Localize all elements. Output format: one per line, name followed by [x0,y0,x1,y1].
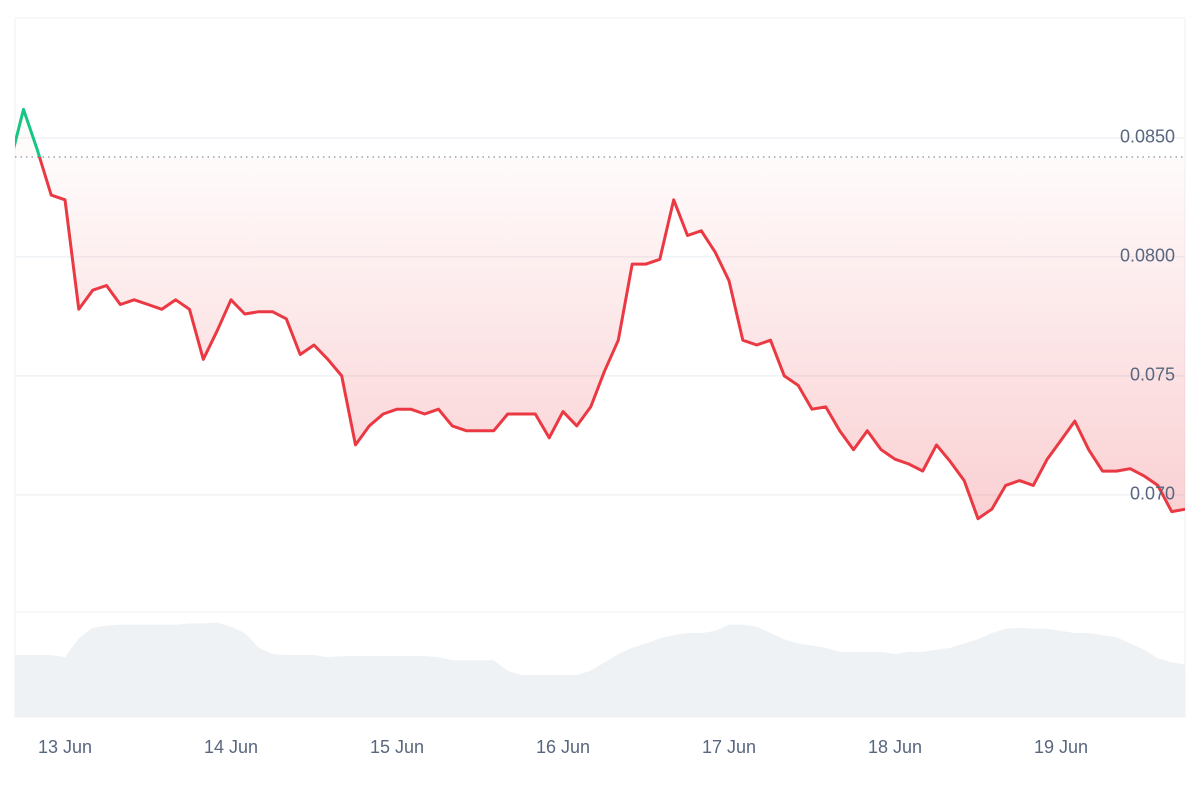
y-tick-label: 0.0850 [1120,127,1175,147]
y-tick-label: 0.070 [1130,484,1175,504]
x-tick-label: 16 Jun [536,737,590,757]
volume-area [15,622,1185,717]
y-tick-label: 0.075 [1130,365,1175,385]
x-tick-label: 18 Jun [868,737,922,757]
y-tick-label: 0.0800 [1120,246,1175,266]
price-line [15,107,1185,521]
price-layer [15,107,1185,521]
volume-layer [15,622,1185,717]
x-tick-label: 13 Jun [38,737,92,757]
x-tick-label: 19 Jun [1034,737,1088,757]
x-tick-label: 17 Jun [702,737,756,757]
x-tick-label: 15 Jun [370,737,424,757]
x-tick-label: 14 Jun [204,737,258,757]
area-fill [15,109,1185,519]
label-layer: 0.070 0.075 0.0800 0.0850 13 Jun 14 Jun 15 Jun… [38,127,1175,757]
